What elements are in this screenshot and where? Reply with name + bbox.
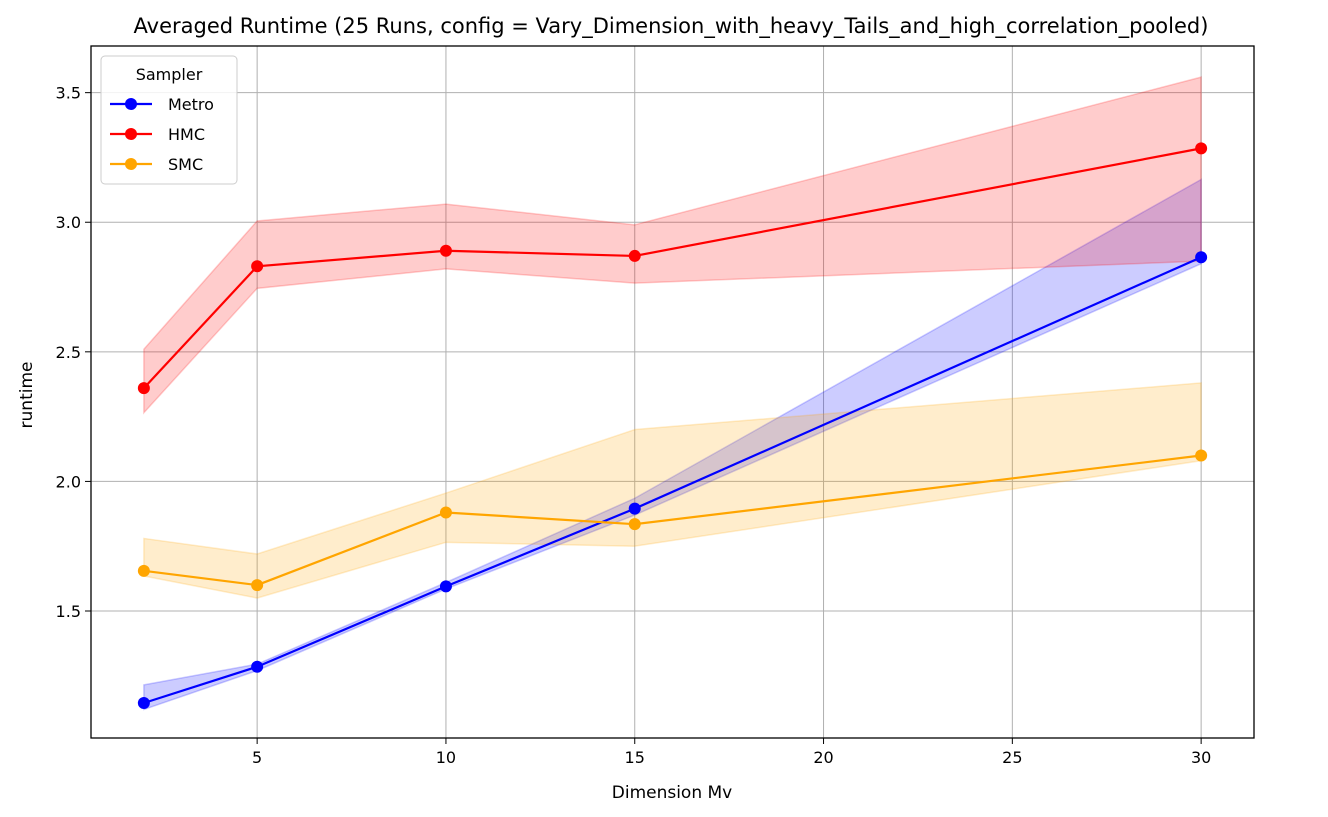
metro-confidence-band (143, 178, 1202, 711)
hmc-point (1195, 142, 1208, 155)
hmc-legend-label: HMC (168, 125, 205, 144)
y-tick-label: 2.5 (56, 343, 81, 362)
x-axis-label: Dimension Mv (612, 783, 733, 803)
confidence-bands (143, 76, 1202, 711)
smc-point (628, 518, 641, 531)
x-tick-label: 30 (1191, 748, 1211, 767)
smc-point (439, 506, 452, 519)
hmc-confidence-band (143, 76, 1202, 415)
x-tick-label: 5 (252, 748, 262, 767)
smc-point (251, 579, 264, 592)
smc-point (137, 564, 150, 577)
metro-legend-marker (125, 98, 137, 110)
chart-title: Averaged Runtime (25 Runs, config = Vary… (134, 14, 1209, 39)
metro-point (137, 697, 150, 710)
x-tick-label: 25 (1002, 748, 1022, 767)
y-tick-label: 3.0 (56, 213, 81, 232)
smc-legend-label: SMC (168, 155, 203, 174)
smc-legend-marker (125, 158, 137, 170)
metro-point (251, 660, 264, 673)
y-tick-label: 3.5 (56, 84, 81, 103)
y-axis-ticks: 1.5 2.0 2.5 3.0 3.5 (56, 84, 91, 621)
x-tick-label: 10 (436, 748, 456, 767)
legend-title: Sampler (136, 65, 203, 84)
series-points (137, 142, 1208, 710)
smc-confidence-band (143, 382, 1202, 599)
metro-point (1195, 251, 1208, 264)
hmc-point (251, 260, 264, 273)
y-tick-label: 2.0 (56, 472, 81, 491)
x-tick-label: 15 (625, 748, 645, 767)
hmc-point (439, 244, 452, 257)
hmc-legend-marker (125, 128, 137, 140)
legend-items: Metro HMC SMC (110, 95, 214, 174)
metro-point (628, 502, 641, 515)
metro-legend-label: Metro (168, 95, 214, 114)
smc-point (1195, 449, 1208, 462)
legend-box (100, 55, 238, 185)
hmc-point (628, 249, 641, 262)
y-tick-label: 1.5 (56, 602, 81, 621)
grid (91, 46, 1254, 738)
plot-frame (90, 45, 1255, 739)
legend: Sampler Metro HMC SMC (100, 55, 238, 185)
x-axis-ticks: 5 10 15 20 25 30 (252, 738, 1211, 767)
metro-point (439, 580, 452, 593)
y-axis-label: runtime (17, 362, 37, 429)
hmc-point (137, 382, 150, 395)
x-tick-label: 20 (813, 748, 833, 767)
